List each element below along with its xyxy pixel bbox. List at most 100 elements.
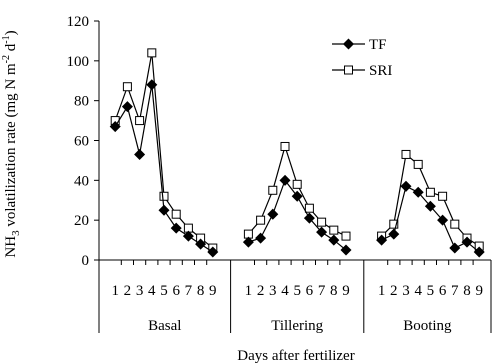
x-tick-label: 6 [439,283,447,299]
data-point-tf [400,180,412,192]
data-point-tf [182,230,194,242]
data-point-tf [316,226,328,238]
data-point-tf [461,236,473,248]
x-tick-label: 4 [281,283,289,299]
data-point-tf [242,236,254,248]
data-point-sri [341,231,351,241]
y-axis-title-d: d [3,43,19,55]
x-tick-label: 8 [463,283,471,299]
x-tick-label: 3 [136,283,144,299]
data-point-sri [280,141,290,151]
data-point-tf [267,208,279,220]
data-point-tf [303,212,315,224]
x-tick-label: 2 [390,283,398,299]
data-point-sri [401,149,411,159]
data-point-tf [134,148,146,160]
data-point-tf [146,79,158,91]
group-label: Basal [148,318,181,334]
x-tick-label: 7 [185,283,193,299]
data-point-sri [292,179,302,189]
data-point-sri [389,219,399,229]
legend-label-sri: SRI [369,63,392,79]
data-point-tf [449,242,461,254]
data-point-tf [170,222,182,234]
y-tick-label: 0 [82,253,90,269]
data-point-tf [255,232,267,244]
data-point-tf [388,228,400,240]
x-tick-label: 5 [427,283,435,299]
x-tick-label: 7 [318,283,326,299]
group-label: Booting [403,318,452,334]
data-point-tf [328,234,340,246]
y-axis-title-middle: volatilization rate (mg N m [3,63,19,230]
y-tick-label: 80 [74,94,89,110]
data-point-tf [473,246,485,258]
x-tick-label: 1 [245,283,253,299]
x-tick-label: 5 [160,283,168,299]
y-tick-label: 60 [74,134,89,150]
data-point-sri [329,225,339,235]
data-point-sri [171,209,181,219]
x-tick-label: 5 [293,283,301,299]
series-sri [110,48,484,253]
legend-marker-sri [344,65,353,75]
data-point-sri [159,191,169,201]
y-axis-title-sup-1: -2 [1,55,12,63]
x-tick-label: 6 [306,283,314,299]
data-point-sri [413,159,423,169]
data-point-tf [376,234,388,246]
data-point-sri [256,215,266,225]
data-point-sri [304,203,314,213]
data-point-sri [450,219,460,229]
y-tick-label: 120 [67,14,90,30]
series-line-sri [114,52,214,249]
data-point-sri [317,217,327,227]
x-tick-label: 3 [402,283,410,299]
x-tick-label: 1 [111,283,119,299]
data-point-sri [147,48,157,58]
data-point-sri [438,191,448,201]
data-point-tf [291,190,303,202]
y-tick-label: 20 [74,213,89,229]
data-point-sri [268,185,278,195]
legend: TF SRI [332,37,392,79]
x-tick-label: 4 [148,283,156,299]
series-line-tf [114,84,214,253]
data-point-tf [279,174,291,186]
x-tick-label: 2 [257,283,265,299]
x-tick-label: 2 [124,283,132,299]
data-point-tf [412,186,424,198]
y-axis-title-close: ) [3,30,19,35]
y-axis-title-sup-2: -1 [1,35,12,43]
legend-label-tf: TF [369,37,387,53]
data-point-sri [135,116,145,126]
legend-item-sri: SRI [332,63,392,79]
x-tick-label: 1 [378,283,386,299]
data-point-tf [109,121,121,133]
legend-item-tf: TF [332,37,387,53]
series-layer [109,48,485,258]
x-tick-label: 6 [172,283,180,299]
x-tick-label: 4 [414,283,422,299]
y-tick-label: 100 [67,54,90,70]
data-point-tf [424,200,436,212]
y-axis-title-subscript: 3 [10,230,22,236]
x-tick-label: 3 [269,283,277,299]
series-tf [109,79,485,258]
y-tick-label: 40 [74,173,89,189]
group-label: Tillering [271,318,323,334]
data-point-tf [340,244,352,256]
x-tick-label: 9 [209,283,217,299]
y-axis-title: NH3 volatilization rate (mg N m-2 d-1) [1,30,22,257]
y-axis-title-prefix: NH [3,236,19,258]
data-point-tf [437,214,449,226]
data-point-tf [207,246,219,258]
x-tick-label: 9 [475,283,483,299]
data-point-sri [122,82,132,92]
x-tick-label: 8 [330,283,338,299]
data-point-tf [121,101,133,113]
data-point-tf [195,238,207,250]
x-tick-label: 8 [197,283,205,299]
